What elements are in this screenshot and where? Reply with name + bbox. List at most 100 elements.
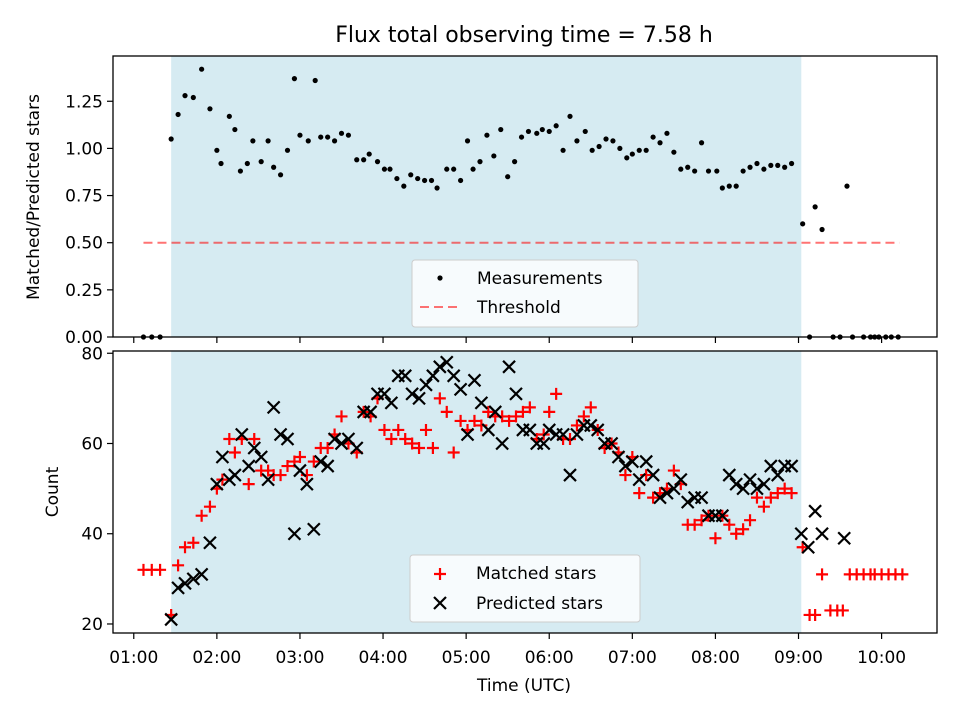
predicted-star-point [377,387,392,401]
measurement-point [434,185,440,191]
predicted-star-point [604,436,619,451]
predicted-star-point [694,490,709,505]
matched-star-point [385,432,398,445]
matched-star-point [723,518,736,531]
predicted-star-point [680,495,695,509]
matched-star-point [730,527,743,540]
bottom-axes-frame [112,350,938,634]
measurement-point [277,172,284,178]
predicted-star-point [419,378,433,392]
measurement-point [387,166,393,172]
matched-star-point [640,469,653,482]
matched-star-point [709,532,722,545]
measurement-point [747,164,753,170]
y-tick-label: 1.25 [65,92,103,112]
predicted-star-point [542,423,557,437]
predicted-star-point [228,468,242,482]
measurement-point [451,166,457,172]
measurement-point [297,132,303,138]
x-tick-label: 07:00 [608,648,657,668]
matched-star-point [426,442,439,455]
predicted-star-point [625,454,640,469]
measurement-point [464,138,471,144]
predicted-star-point [660,486,674,500]
legend-measurements-marker [437,275,443,281]
predicted-star-point [300,477,314,491]
measurement-point [331,138,338,144]
predicted-star-point [837,531,851,546]
measurement-point [305,138,311,144]
matched-star-point [695,514,708,527]
matched-star-point [647,491,660,504]
y-tick-label: 0.00 [65,328,103,348]
matched-star-point [406,437,419,450]
measurement-point [421,177,428,184]
predicted-star-point [770,468,785,482]
predicted-star-point [349,441,364,455]
matched-star-point [667,464,680,477]
measurement-point [546,128,552,135]
matched-star-point [228,446,241,459]
y-tick-label: 80 [81,344,103,364]
measurement-point [574,138,580,144]
measurement-point [318,134,324,140]
measurement-point [788,160,795,167]
predicted-star-point [266,400,281,415]
predicted-star-point [611,450,626,464]
matched-star-point [419,423,432,436]
y-tick-label: 1.00 [65,139,103,159]
matched-star-point [433,392,446,405]
x-tick-label: 08:00 [691,648,740,668]
matched-star-point [195,509,208,522]
chart-title: Flux total observing time = 7.58 h [335,23,713,48]
measurement-point [312,77,318,84]
matched-star-point [281,460,294,473]
matched-star-point [447,446,460,459]
predicted-star-point [815,526,829,541]
measurement-point [768,162,774,168]
predicted-star-point [536,436,551,451]
predicted-star-point [495,436,509,451]
legend-measurements-label: Measurements [477,269,603,289]
predicted-star-point [398,369,412,383]
predicted-star-point [307,522,321,537]
measurement-point [190,94,196,101]
top-x-ticks [133,337,883,343]
measurement-point [284,147,291,153]
predicted-star-point [210,477,224,491]
matched-star-point [378,423,391,436]
y-tick-label: 0.50 [65,234,103,254]
measurement-point [692,168,698,174]
measurement-point [458,177,464,184]
predicted-star-point [502,360,516,374]
measurement-point [374,159,381,165]
predicted-star-point [570,427,584,442]
bottom-series [137,355,909,627]
matched-star-point [503,414,516,427]
bottom-y-axis: 20 40 60 80 [81,344,113,635]
matched-star-point [172,559,185,572]
matched-star-point [896,568,909,581]
matched-star-point [203,500,216,513]
matched-star-point [785,487,798,500]
measurement-point [650,134,656,140]
predicted-star-point [164,612,178,627]
predicted-star-point [384,396,399,410]
predicted-star-point [481,423,496,437]
predicted-star-point [794,526,809,541]
predicted-star-point [509,387,523,401]
matched-star-point [399,432,412,445]
legend-predicted-label: Predicted stars [476,594,603,614]
measurement-point [726,183,732,189]
matched-star-point [809,608,822,621]
predicted-star-point [808,504,822,518]
measurement-point [408,172,414,178]
predicted-star-point [563,468,577,482]
matched-star-point [570,419,583,432]
top-legend-box [411,259,639,328]
legend-matched-label: Matched stars [476,564,596,584]
y-tick-label: 0.25 [65,281,103,301]
predicted-star-point [715,508,730,523]
x-tick-label: 09:00 [774,648,823,668]
measurement-point [664,130,670,136]
